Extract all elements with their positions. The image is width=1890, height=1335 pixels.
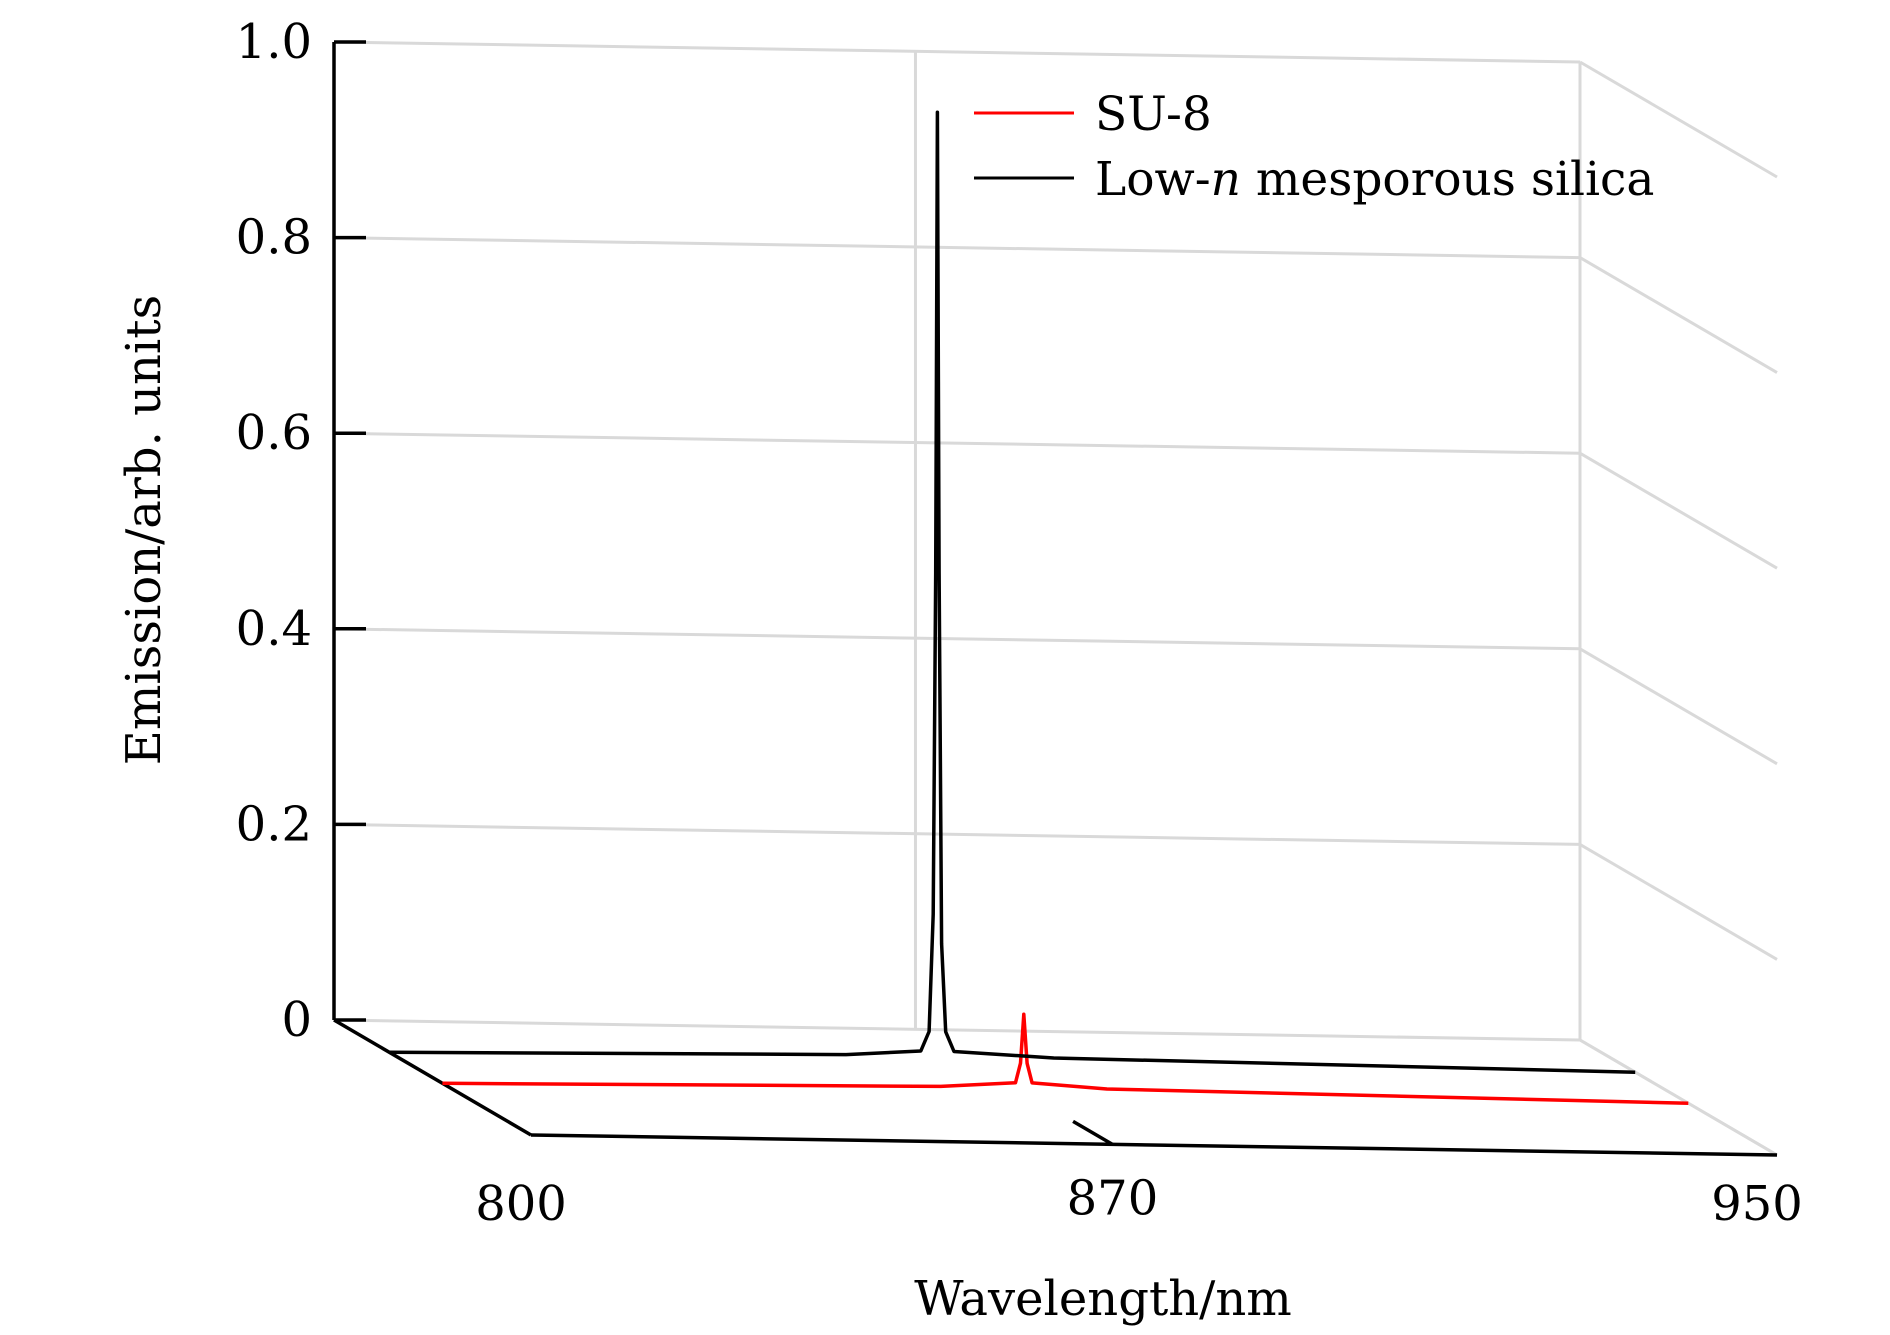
axes: 0 0.2 0.4 0.6 0.8 1.0 800 870 950	[236, 14, 1803, 1232]
x-tick-mark-1	[1072, 1119, 1114, 1146]
y-tick-label-2: 0.4	[236, 601, 312, 657]
x-tick-label-1: 870	[1067, 1170, 1159, 1226]
legend-label-silica-italic: n	[1211, 152, 1241, 207]
gridline-floor-right	[1579, 1038, 1778, 1157]
x-axis-title: Wavelength/nm	[914, 1271, 1292, 1327]
gridline-back-0	[333, 1018, 1581, 1042]
gridline-back-2	[333, 627, 1581, 651]
gridline-side-2	[1579, 647, 1778, 766]
legend-label-silica-suffix: mesporous silica	[1241, 152, 1654, 207]
x-axis-line	[530, 1133, 1778, 1157]
y-tick-label-5: 1.0	[236, 14, 312, 70]
gridline-side-4	[1579, 256, 1778, 374]
x-tick-label-2: 950	[1711, 1176, 1803, 1232]
grid	[333, 40, 1778, 1157]
gridline-side-1	[1579, 843, 1778, 961]
gridline-back-1	[333, 822, 1581, 846]
legend-label-silica: Low-n mesporous silica	[1095, 152, 1654, 207]
series-group	[389, 110, 1689, 1106]
y-tick-label-3: 0.6	[236, 405, 312, 461]
series-line-silica	[389, 110, 1636, 1074]
gridline-side-3	[1579, 451, 1778, 570]
y-tick-label-1: 0.2	[236, 796, 312, 852]
gridline-back-4	[333, 236, 1581, 260]
y-tick-label-4: 0.8	[236, 210, 312, 266]
depth-axis-line	[333, 1018, 532, 1137]
legend: SU-8 Low-n mesporous silica	[974, 87, 1654, 207]
legend-label-su8: SU-8	[1095, 87, 1212, 142]
y-axis-title: Emission/arb. units	[116, 295, 172, 765]
gridline-back-5	[333, 40, 1581, 64]
legend-label-silica-prefix: Low-	[1095, 152, 1211, 207]
x-tick-label-0: 800	[475, 1176, 567, 1232]
gridline-back-3	[333, 431, 1581, 455]
gridline-side-5	[1579, 60, 1778, 179]
y-tick-label-0: 0	[281, 992, 312, 1048]
series-line-su8	[442, 1012, 1689, 1106]
